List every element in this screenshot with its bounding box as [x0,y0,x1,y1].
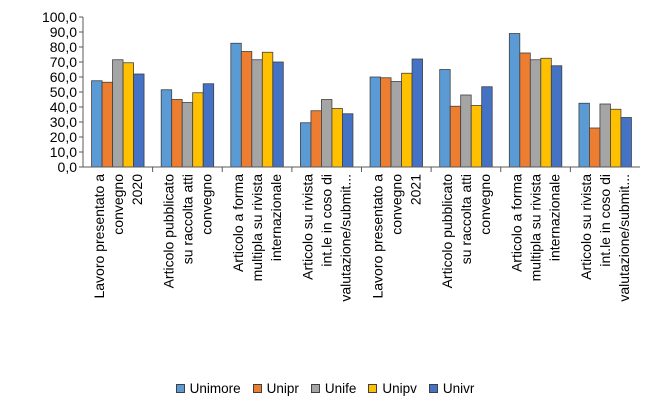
bar-univr [202,83,215,168]
x-axis: Lavoro presentato a convegno 2020 Articolo … [83,166,640,302]
legend-swatch [428,383,438,393]
legend-item-unife: Unife [310,380,357,396]
x-category-label: int.le in coso di [319,174,335,267]
bar-univr [342,113,354,168]
bar-unipv [192,92,204,168]
bar-unipv [470,105,483,168]
bar-unife [529,59,542,168]
y-tick-label: 60,0 [50,69,77,85]
legend: Unimore Unipr Unife Unipv Univr [0,378,650,398]
x-category-label: convegno [388,174,404,235]
bar-unipv [401,72,413,168]
x-category-label: Articolo su rivista [578,174,594,280]
bar-unife [599,103,611,168]
legend-swatch [252,383,262,393]
bar-unimore [439,69,451,168]
y-axis: 0,010,020,030,040,050,060,070,080,090,01… [42,9,84,175]
bar-unipv [540,57,552,168]
y-tick-label: 40,0 [50,99,77,115]
bar-unipv [331,108,343,168]
x-category-label: internazionale [268,174,284,261]
x-category-label: 2021 [407,174,423,205]
legend-swatch [310,383,320,393]
x-category-label: Articolo pubblicato [160,174,176,289]
y-tick-label: 20,0 [50,129,77,145]
bar-unipr [101,81,113,168]
y-tick-label: 80,0 [50,39,77,55]
bar-unimore [300,122,312,168]
x-category-label: int.le in coso di [597,174,613,267]
x-category-label: valutazione/submit... [338,174,354,302]
bar-unipr [589,127,601,168]
legend-item-unipr: Unipr [252,380,299,396]
x-category-label: valutazione/submit... [616,174,632,302]
y-tick-label: 70,0 [50,54,77,70]
bar-unipr [380,77,392,168]
y-tick-label: 10,0 [50,144,77,160]
x-category-label: 2020 [129,174,145,205]
legend-item-univr: Univr [428,380,475,396]
legend-label: Univr [442,380,475,396]
legend-swatch [175,383,185,393]
x-category-label: Lavoro presentato a [91,174,107,299]
bar-univr [550,65,563,168]
legend-item-unimore: Unimore [175,380,241,396]
x-category-label: internazionale [547,174,563,261]
legend-label: Unimore [189,380,241,396]
bar-unipr [310,110,322,168]
y-tick-label: 100,0 [42,9,77,25]
bar-chart: 0,010,020,030,040,050,060,070,080,090,01… [42,9,640,302]
x-category-label: convegno [198,174,214,235]
legend-label: Unife [324,380,357,396]
bar-unife [181,102,194,168]
bars [91,33,632,168]
x-category-label: Articolo su rivista [300,174,316,280]
bar-unife [460,94,472,168]
y-tick-label: 30,0 [50,114,77,130]
bar-univr [272,61,284,168]
bar-unife [390,81,402,168]
bar-unife [112,59,124,168]
bar-unipv [610,108,622,168]
bar-unife [321,99,333,168]
x-category-label: multipla su rivista [249,174,265,282]
x-category-label: Articolo pubblicato [439,174,455,289]
bar-unipr [519,52,531,168]
legend-label: Unipv [382,380,417,396]
bar-unimore [160,89,173,168]
y-tick-label: 50,0 [50,84,77,100]
bar-unimore [230,42,242,168]
bar-unipr [449,105,462,168]
y-tick-label: 90,0 [50,24,77,40]
x-category-label: Lavoro presentato a [369,174,385,299]
x-category-label: convegno [110,174,126,235]
bar-unimore [578,102,590,168]
x-category-label: Articolo a forma [230,174,246,272]
bar-unipr [240,51,253,168]
bar-unipv [261,51,274,168]
x-category-label: multipla su rivista [528,174,544,282]
bar-unimore [91,80,103,168]
x-category-label: su raccolta atti [179,174,195,264]
bar-unipv [122,62,134,168]
bar-univr [411,58,423,168]
bar-univr [133,73,145,168]
x-category-label: convegno [477,174,493,235]
bar-univr [620,117,632,168]
bar-unimore [508,33,521,168]
bar-unife [251,59,263,168]
bar-univr [481,86,493,168]
legend-swatch [368,383,378,393]
y-tick-label: 0,0 [58,159,78,175]
legend-item-unipv: Unipv [368,381,417,396]
bar-unipr [171,99,183,168]
bar-unimore [369,76,381,168]
x-category-label: Articolo a forma [509,174,525,272]
x-category-label: su raccolta atti [458,174,474,264]
legend-label: Unipr [266,380,299,396]
